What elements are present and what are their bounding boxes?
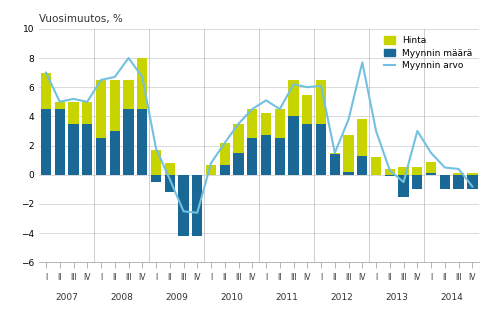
Text: 2012: 2012 xyxy=(329,293,352,302)
Bar xyxy=(343,172,353,175)
Bar xyxy=(55,102,65,109)
Bar xyxy=(425,162,435,173)
Bar xyxy=(274,138,285,175)
Bar xyxy=(466,173,476,175)
Bar xyxy=(302,94,312,124)
Bar xyxy=(452,173,463,175)
Text: 2007: 2007 xyxy=(55,293,78,302)
Bar xyxy=(96,80,106,138)
Bar xyxy=(192,175,202,236)
Bar xyxy=(178,175,188,236)
Bar xyxy=(246,109,257,138)
Bar xyxy=(109,80,120,131)
Bar xyxy=(261,114,271,135)
Bar xyxy=(109,131,120,175)
Text: 2013: 2013 xyxy=(385,293,407,302)
Text: 2014: 2014 xyxy=(439,293,462,302)
Bar xyxy=(96,138,106,175)
Bar xyxy=(123,80,133,109)
Bar xyxy=(41,73,51,109)
Bar xyxy=(343,135,353,172)
Text: 2009: 2009 xyxy=(165,293,188,302)
Bar xyxy=(439,175,449,189)
Bar xyxy=(219,143,229,164)
Bar xyxy=(274,109,285,138)
Bar xyxy=(356,119,366,156)
Text: 2011: 2011 xyxy=(275,293,298,302)
Bar xyxy=(68,102,79,124)
Bar xyxy=(329,153,339,154)
Bar xyxy=(425,173,435,175)
Bar xyxy=(466,175,476,189)
Bar xyxy=(41,109,51,175)
Bar xyxy=(261,135,271,175)
Bar xyxy=(398,167,408,175)
Legend: Hinta, Myynnin määrä, Myynnin arvo: Hinta, Myynnin määrä, Myynnin arvo xyxy=(380,33,474,73)
Bar xyxy=(233,153,243,175)
Text: 2008: 2008 xyxy=(110,293,133,302)
Bar xyxy=(370,157,381,175)
Bar xyxy=(82,102,92,124)
Bar xyxy=(384,169,394,175)
Bar xyxy=(315,124,325,175)
Text: Vuosimuutos, %: Vuosimuutos, % xyxy=(39,14,122,24)
Bar xyxy=(123,109,133,175)
Bar xyxy=(411,175,422,189)
Bar xyxy=(398,175,408,197)
Bar xyxy=(288,116,298,175)
Bar xyxy=(356,156,366,175)
Bar xyxy=(151,150,161,175)
Bar xyxy=(164,175,175,192)
Bar xyxy=(55,109,65,175)
Bar xyxy=(452,175,463,189)
Bar xyxy=(137,109,147,175)
Bar xyxy=(233,124,243,153)
Bar xyxy=(246,138,257,175)
Bar xyxy=(288,80,298,116)
Bar xyxy=(68,124,79,175)
Bar xyxy=(329,154,339,175)
Bar xyxy=(137,58,147,109)
Bar xyxy=(205,164,216,175)
Bar xyxy=(219,164,229,175)
Bar xyxy=(151,175,161,182)
Bar xyxy=(82,124,92,175)
Bar xyxy=(411,167,422,175)
Bar xyxy=(384,175,394,176)
Text: 2010: 2010 xyxy=(220,293,243,302)
Bar xyxy=(315,80,325,124)
Bar xyxy=(302,124,312,175)
Bar xyxy=(164,163,175,175)
